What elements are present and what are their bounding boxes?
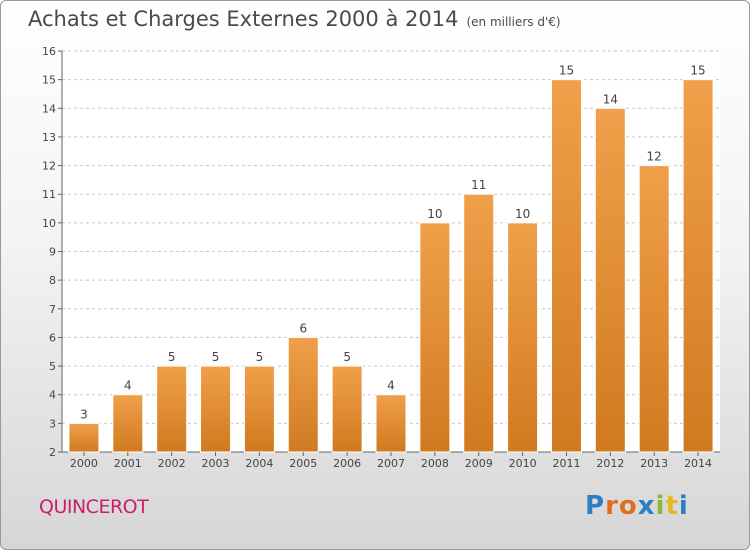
y-tick-label: 6 [49, 331, 56, 344]
x-tick-label: 2011 [552, 457, 580, 470]
data-label: 4 [387, 379, 395, 393]
proxiti-logo: Proxiti [585, 491, 689, 521]
data-label: 10 [427, 207, 442, 221]
bar [287, 336, 319, 453]
bar [243, 365, 275, 453]
commune-name: QUINCEROT [39, 496, 149, 518]
x-tick-label: 2009 [465, 457, 493, 470]
y-tick-label: 15 [42, 74, 56, 87]
x-tick-label: 2013 [640, 457, 668, 470]
y-tick-label: 13 [42, 131, 56, 144]
x-tick-label: 2008 [421, 457, 449, 470]
x-tick-label: 2002 [158, 457, 186, 470]
bar [68, 422, 100, 453]
x-tick-label: 2010 [509, 457, 537, 470]
data-label: 3 [80, 407, 88, 421]
y-tick-label: 5 [49, 360, 56, 373]
x-tick-label: 2014 [684, 457, 712, 470]
x-tick-label: 2012 [596, 457, 624, 470]
x-tick-label: 2000 [70, 457, 98, 470]
y-tick-label: 10 [42, 217, 56, 230]
y-tick-label: 4 [49, 389, 56, 402]
bar [200, 365, 232, 453]
logo-letter: i [655, 491, 666, 521]
data-label: 14 [603, 92, 618, 106]
logo-letter: P [585, 491, 606, 521]
bar [331, 365, 363, 453]
bar [463, 193, 495, 453]
data-label: 5 [343, 350, 351, 364]
y-tick-label: 3 [49, 417, 56, 430]
y-tick-label: 2 [49, 446, 56, 459]
data-label: 4 [124, 379, 132, 393]
data-label: 15 [690, 64, 705, 78]
bar [594, 107, 626, 453]
data-label: 6 [299, 321, 307, 335]
y-tick-label: 8 [49, 274, 56, 287]
x-tick-label: 2001 [114, 457, 142, 470]
x-tick-label: 2003 [202, 457, 230, 470]
chart-subtitle: (en milliers d'€) [466, 15, 561, 29]
y-tick-label: 11 [42, 188, 56, 201]
x-tick-label: 2007 [377, 457, 405, 470]
data-label: 5 [256, 350, 264, 364]
logo-letter: t [665, 491, 679, 521]
y-tick-label: 14 [42, 102, 56, 115]
bar [507, 222, 539, 453]
y-tick-label: 9 [49, 246, 56, 259]
chart-title: Achats et Charges Externes 2000 à 2014 (e… [28, 7, 561, 31]
data-label: 5 [168, 350, 176, 364]
y-tick-label: 12 [42, 160, 56, 173]
bar [419, 222, 451, 453]
data-label: 15 [559, 64, 574, 78]
bar [112, 394, 144, 453]
x-tick-label: 2006 [333, 457, 361, 470]
x-tick-label: 2005 [289, 457, 317, 470]
x-tick-label: 2004 [245, 457, 273, 470]
bar [156, 365, 188, 453]
logo-letter: i [678, 491, 689, 521]
bar [550, 79, 582, 453]
bar [682, 79, 714, 453]
logo-letter: r [605, 491, 619, 521]
y-tick-label: 7 [49, 303, 56, 316]
bar [375, 394, 407, 453]
bar [638, 165, 670, 453]
logo-letter: o [618, 491, 638, 521]
chart-title-text: Achats et Charges Externes 2000 à 2014 [28, 7, 459, 31]
data-label: 11 [471, 178, 486, 192]
y-tick-label: 16 [42, 45, 56, 58]
logo-letter: x [637, 491, 656, 521]
data-label: 10 [515, 207, 530, 221]
data-label: 5 [212, 350, 220, 364]
data-label: 12 [647, 150, 662, 164]
